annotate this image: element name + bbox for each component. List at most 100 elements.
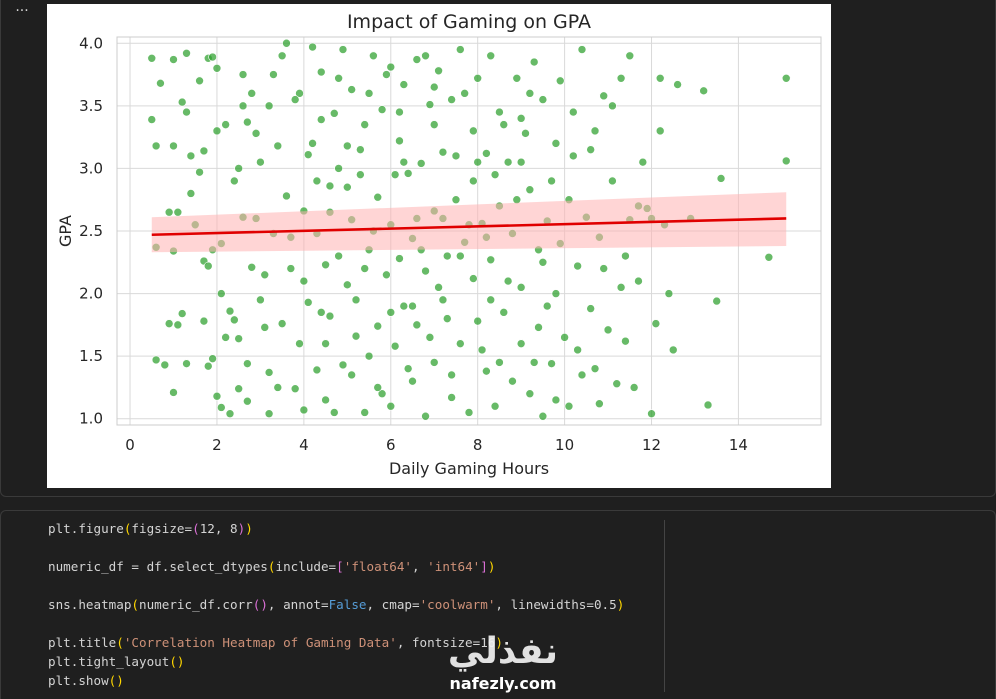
data-point xyxy=(551,139,561,148)
code-token: include= xyxy=(275,559,337,574)
data-point xyxy=(230,176,239,186)
code-token: , cmap= xyxy=(366,597,420,612)
data-point xyxy=(716,174,726,183)
data-point xyxy=(408,376,417,386)
data-point xyxy=(364,351,374,361)
data-point xyxy=(516,283,526,292)
data-point xyxy=(473,74,482,83)
code-line[interactable]: numeric_df = df.select_dtypes(include=['… xyxy=(48,557,624,576)
data-point xyxy=(212,63,222,73)
data-point xyxy=(603,325,613,335)
code-line[interactable]: plt.show() xyxy=(48,671,624,690)
data-point xyxy=(551,289,561,298)
code-token: ( xyxy=(131,597,139,612)
data-point xyxy=(351,295,361,305)
code-line[interactable]: plt.title('Correlation Heatmap of Gaming… xyxy=(48,633,624,652)
code-token: plt.tight_layout xyxy=(48,654,170,669)
data-point xyxy=(395,136,404,146)
code-token: ] xyxy=(480,559,488,574)
x-tick-label: 8 xyxy=(473,436,483,454)
data-point xyxy=(529,57,539,67)
data-point xyxy=(156,79,165,88)
data-point xyxy=(434,283,443,292)
data-point xyxy=(386,401,396,411)
data-point xyxy=(438,147,448,157)
data-point xyxy=(325,311,335,321)
output-cell: ··· 0 2 4 6 8 10 12 14 1.0 1.5 2.0 2.5 3.0 3.5 4.0 Impa… xyxy=(0,0,996,497)
code-cell[interactable]: plt.figure(figsize=(12, 8)) numeric_df =… xyxy=(0,510,996,699)
data-point xyxy=(647,409,656,419)
data-point xyxy=(208,354,217,363)
code-token: False xyxy=(328,597,367,612)
data-point xyxy=(516,114,526,123)
data-point xyxy=(169,55,178,64)
code-line[interactable]: sns.heatmap(numeric_df.corr(), annot=Fal… xyxy=(48,595,624,614)
data-point xyxy=(781,156,791,166)
data-point xyxy=(460,89,469,98)
y-tick-label: 3.5 xyxy=(79,97,103,115)
editor-ruler xyxy=(664,520,665,692)
data-point xyxy=(173,320,183,330)
data-point xyxy=(373,383,383,392)
data-point xyxy=(568,107,578,117)
data-point xyxy=(634,276,643,286)
data-point xyxy=(490,170,500,179)
code-editor[interactable]: plt.figure(figsize=(12, 8)) numeric_df =… xyxy=(48,519,624,690)
data-point xyxy=(264,409,274,419)
code-line[interactable]: plt.figure(figsize=(12, 8)) xyxy=(48,519,624,538)
data-point xyxy=(451,195,461,205)
data-point xyxy=(486,255,496,265)
code-token: ) xyxy=(495,635,503,650)
data-point xyxy=(269,70,278,79)
data-point xyxy=(456,45,465,54)
data-point xyxy=(260,270,270,280)
data-point xyxy=(212,391,222,401)
code-token: ( xyxy=(116,635,124,650)
data-point xyxy=(482,149,491,158)
code-token: , linewidths=0.5 xyxy=(495,597,617,612)
data-point xyxy=(703,400,713,410)
data-point xyxy=(373,192,383,202)
data-point xyxy=(573,345,582,355)
y-tick-label: 1.5 xyxy=(79,347,103,365)
data-point xyxy=(395,107,404,117)
code-token: plt.show xyxy=(48,673,109,688)
data-point xyxy=(616,74,626,83)
code-token: ) xyxy=(487,559,496,574)
code-token: sns.heatmap xyxy=(48,597,132,612)
data-point xyxy=(169,141,178,151)
data-point xyxy=(608,176,617,186)
data-point xyxy=(299,405,309,415)
data-point xyxy=(247,262,257,272)
data-point xyxy=(386,62,396,72)
data-point xyxy=(590,126,600,136)
data-point xyxy=(560,333,569,342)
data-point xyxy=(577,370,587,380)
data-point xyxy=(177,97,187,107)
code-token: 'coolwarm' xyxy=(419,597,496,612)
code-line[interactable]: plt.tight_layout() xyxy=(48,652,624,671)
data-point xyxy=(664,289,674,298)
more-options-button[interactable]: ··· xyxy=(15,3,29,19)
code-line[interactable] xyxy=(48,538,624,557)
data-point xyxy=(764,252,774,262)
data-point xyxy=(525,185,535,194)
data-point xyxy=(490,401,500,411)
data-point xyxy=(599,91,609,101)
data-point xyxy=(429,120,439,129)
code-token: , annot= xyxy=(267,597,329,612)
data-point xyxy=(477,345,487,355)
code-line[interactable] xyxy=(48,576,624,595)
data-point xyxy=(356,145,365,154)
data-point xyxy=(243,359,252,368)
watermark-latin: nafezly.com xyxy=(449,674,557,693)
chart-figure: 0 2 4 6 8 10 12 14 1.0 1.5 2.0 2.5 3.0 3.5 4.0 Impact o… xyxy=(47,4,831,488)
code-token: , xyxy=(412,559,428,574)
data-point xyxy=(616,283,626,292)
data-point xyxy=(256,295,265,305)
watermark-arabic: نفذلي xyxy=(447,631,559,672)
code-token: [ xyxy=(336,559,344,574)
data-point xyxy=(277,51,287,61)
data-point xyxy=(369,51,378,61)
code-token: 'int64' xyxy=(427,559,481,574)
